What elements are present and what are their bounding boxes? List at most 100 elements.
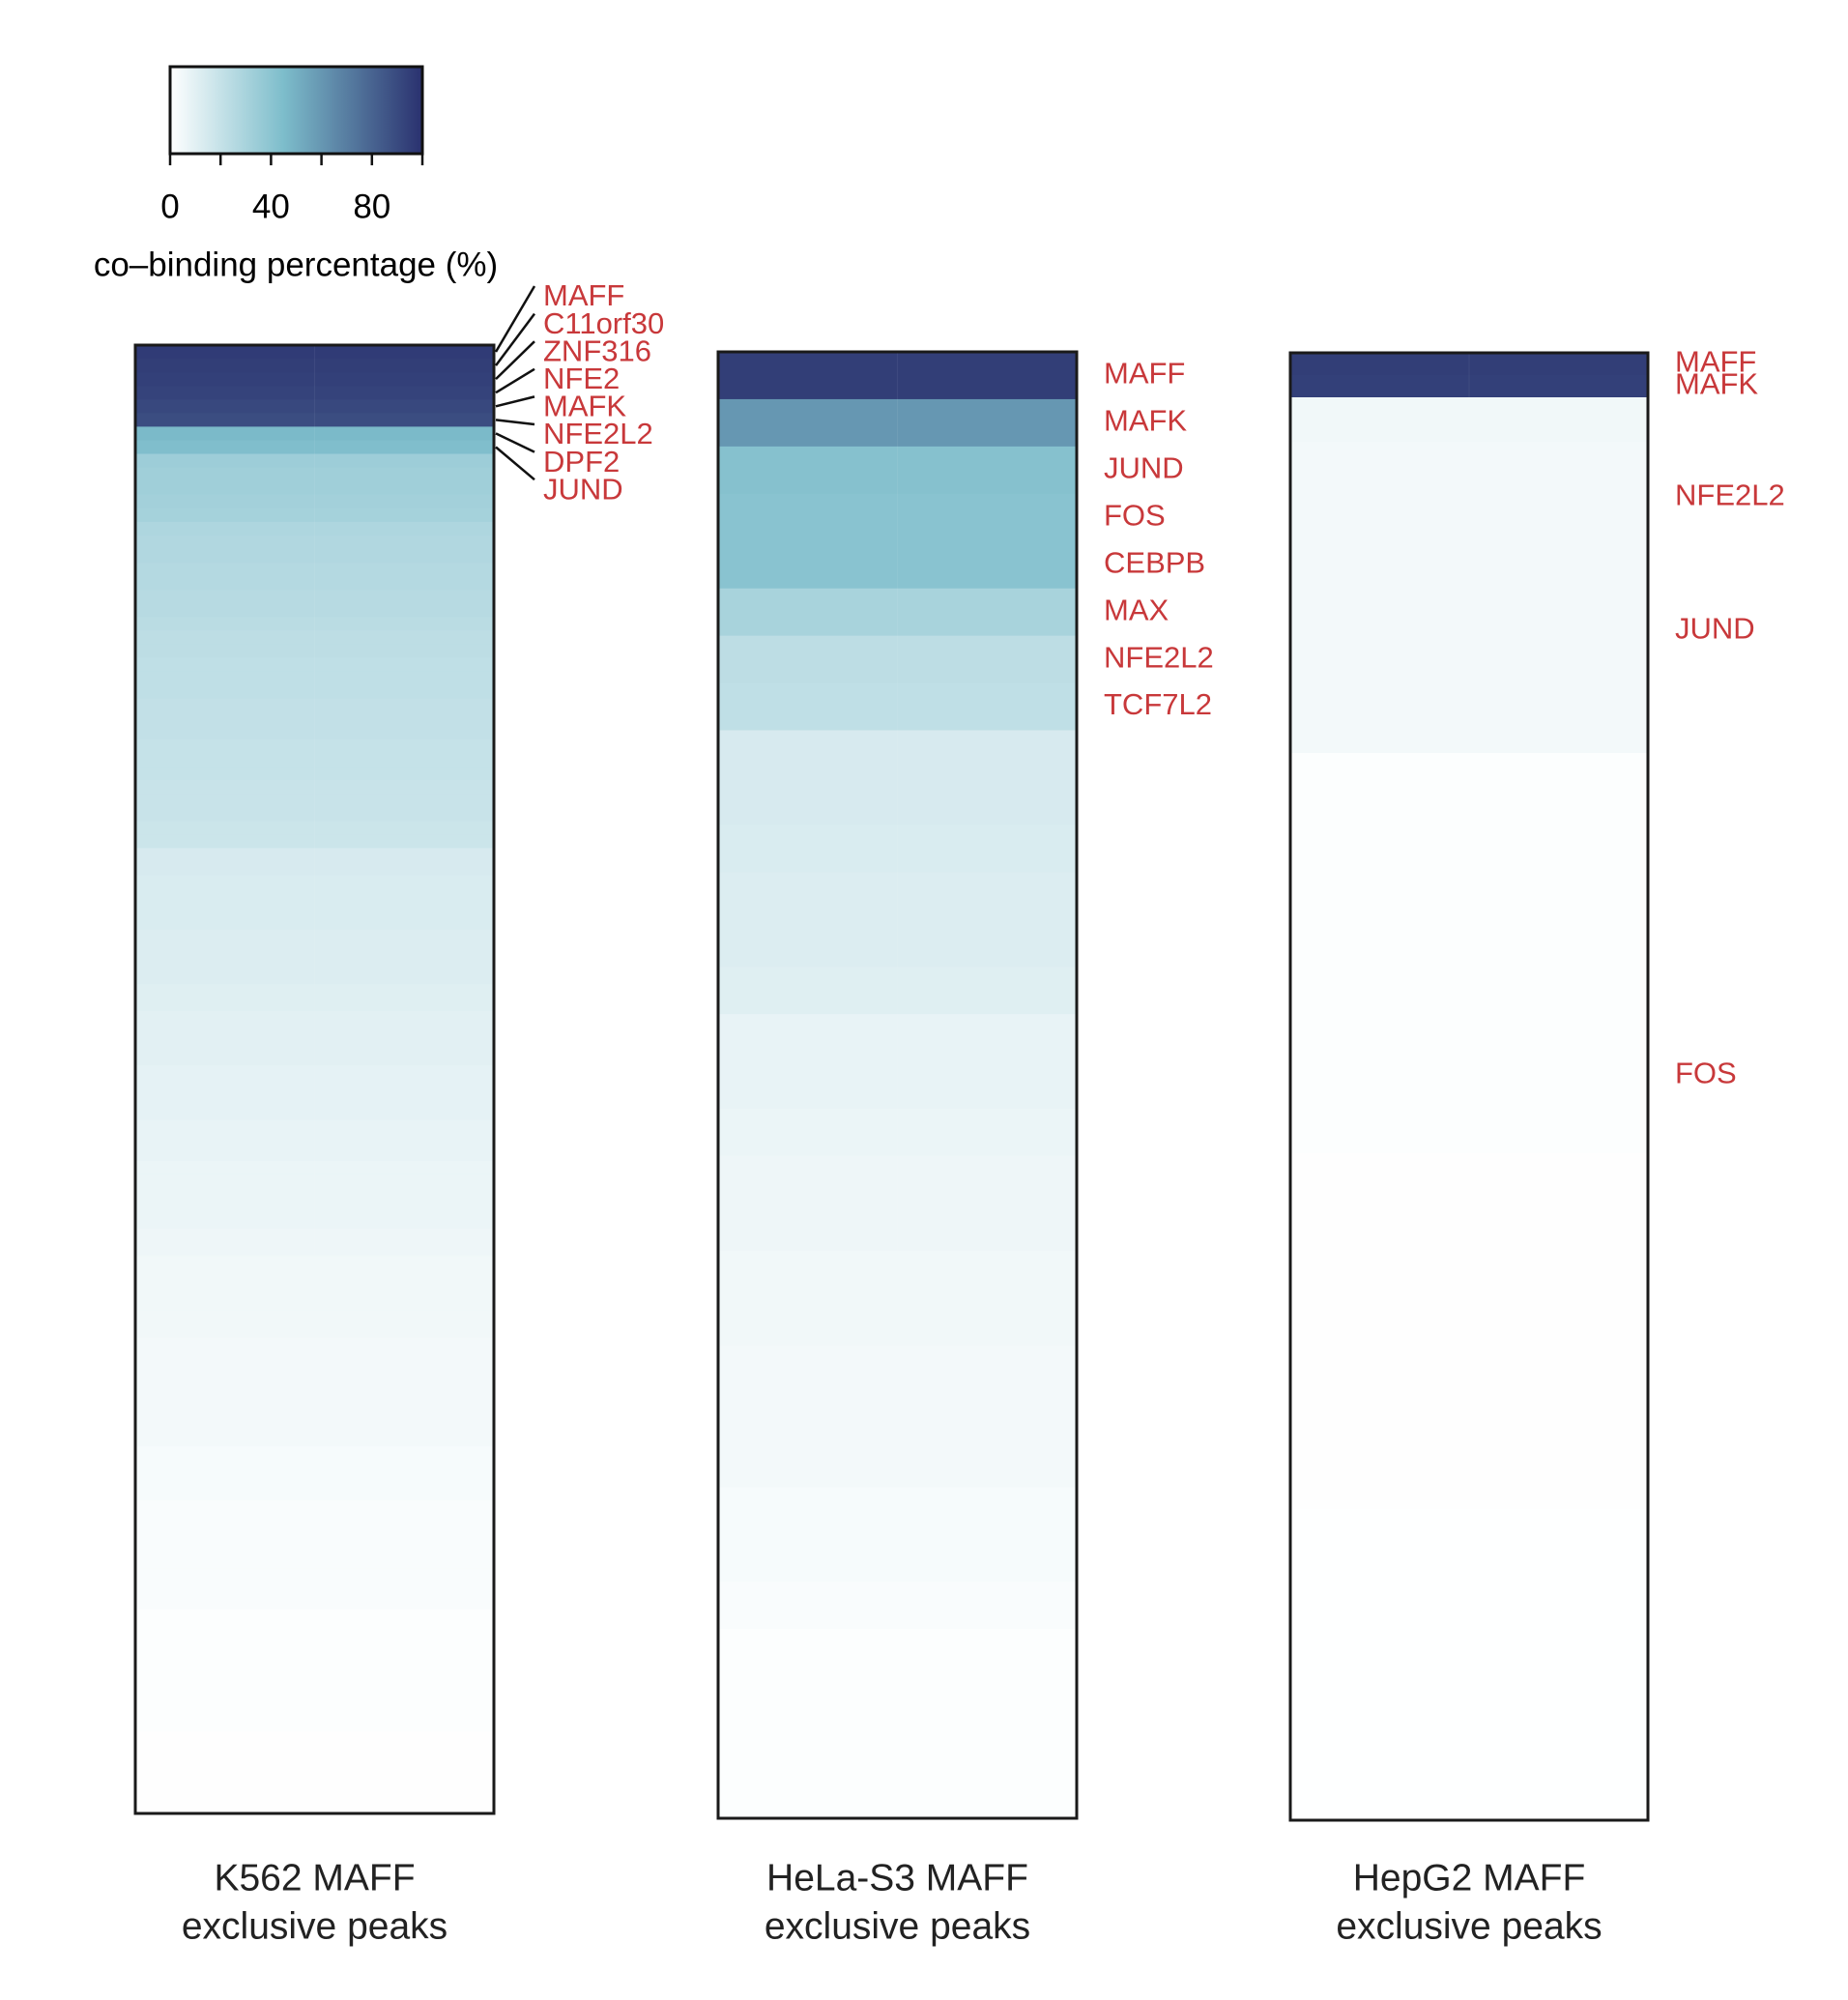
- heatmap-cell: [135, 1406, 494, 1420]
- leader-line: [495, 340, 535, 381]
- heatmap-cell: [1290, 998, 1648, 1021]
- heatmap-cell: [718, 872, 1077, 920]
- heatmap-cell: [718, 825, 1077, 873]
- heatmap-cell: [1290, 975, 1648, 999]
- heatmap-cell: [1290, 1220, 1648, 1243]
- heatmap-cell: [135, 956, 494, 971]
- heatmap-cell: [1290, 508, 1648, 532]
- heatmap-cell: [1290, 1531, 1648, 1554]
- heatmap-cell: [135, 399, 494, 414]
- heatmap-cell: [135, 507, 494, 523]
- heatmap-cell: [135, 1092, 494, 1108]
- row-label: FOS: [1675, 1057, 1737, 1090]
- heatmap-cell: [135, 467, 494, 482]
- heatmap-cell: [135, 426, 494, 442]
- heatmap-cell: [1290, 1576, 1648, 1599]
- heatmap-cell: [1290, 709, 1648, 732]
- heatmap-cell: [1290, 553, 1648, 576]
- heatmap-cell: [1290, 642, 1648, 665]
- heatmap-cell: [135, 1500, 494, 1516]
- heatmap-cell: [135, 1160, 494, 1175]
- leader-line: [495, 367, 535, 394]
- row-label: MAFK: [1675, 367, 1758, 401]
- heatmap-cell: [135, 821, 494, 835]
- heatmap-cell: [135, 1650, 494, 1665]
- heatmap-cell: [1290, 1264, 1648, 1288]
- heatmap-cell: [135, 752, 494, 768]
- heatmap-cell: [135, 563, 494, 577]
- heatmap-cell: [135, 1269, 494, 1285]
- panel-title: exclusive peaks: [765, 1905, 1030, 1947]
- heatmap-cell: [135, 1446, 494, 1461]
- heatmap-cell: [718, 635, 1077, 684]
- heatmap-cell: [135, 888, 494, 904]
- heatmap-cell: [718, 1724, 1077, 1772]
- heatmap-cell: [135, 1106, 494, 1121]
- heatmap-cell: [1290, 1331, 1648, 1354]
- heatmap-cell: [135, 942, 494, 958]
- heatmap-cell: [135, 359, 494, 373]
- row-label: JUND: [1104, 451, 1184, 485]
- heatmap-cell: [135, 1772, 494, 1787]
- row-label: C11orf30: [543, 306, 664, 340]
- panel-frame: [1288, 351, 1650, 1822]
- heatmap-cell: [718, 1439, 1077, 1489]
- heatmap-cell: [1290, 953, 1648, 976]
- heatmap-cell: [1290, 531, 1648, 554]
- heatmap-cell: [135, 453, 494, 469]
- heatmap-cell: [135, 1146, 494, 1162]
- heatmap-cell: [1290, 1064, 1648, 1087]
- heatmap-cell: [1290, 1420, 1648, 1443]
- heatmap-cell: [135, 1677, 494, 1693]
- heatmap-cell: [135, 671, 494, 686]
- heatmap-cell: [135, 915, 494, 931]
- leader-line: [495, 419, 535, 426]
- heatmap-cell: [1290, 1665, 1648, 1688]
- panel-title: exclusive peaks: [182, 1905, 448, 1947]
- heatmap-cell: [718, 1250, 1077, 1299]
- heatmap-cell: [135, 1377, 494, 1393]
- leader-line: [495, 432, 535, 453]
- heatmap-cell: [1290, 1798, 1648, 1821]
- heatmap-cell: [135, 1364, 494, 1379]
- heatmap-cell: [135, 1473, 494, 1489]
- heatmap-cell: [718, 967, 1077, 1015]
- heatmap-cell: [135, 834, 494, 849]
- heatmap-cell: [135, 767, 494, 781]
- heatmap-cell: [135, 372, 494, 387]
- heatmap-cell: [1290, 1509, 1648, 1532]
- heatmap-cell: [1290, 1687, 1648, 1710]
- heatmap-cell: [135, 1581, 494, 1597]
- heatmap-cell: [135, 657, 494, 673]
- heatmap-cell: [1290, 842, 1648, 865]
- colorbar: [168, 65, 424, 156]
- colorbar-label: co–binding percentage (%): [94, 246, 498, 283]
- heatmap-cell: [135, 644, 494, 659]
- heatmap-cell: [1290, 1109, 1648, 1132]
- leader-line: [495, 395, 535, 408]
- heatmap-cell: [135, 1568, 494, 1583]
- heatmap-cell: [1290, 597, 1648, 621]
- heatmap-cell: [1290, 1442, 1648, 1465]
- heatmap-cell: [1290, 1754, 1648, 1777]
- heatmap-cell: [135, 1433, 494, 1447]
- heatmap-cell: [135, 984, 494, 999]
- heatmap-cell: [135, 1637, 494, 1651]
- heatmap-cell: [1290, 1398, 1648, 1421]
- heatmap-cell: [135, 1011, 494, 1026]
- row-label: TCF7L2: [1104, 687, 1212, 721]
- row-label: MAX: [1104, 593, 1169, 626]
- heatmap-cell: [1290, 1642, 1648, 1666]
- heatmap-cell: [718, 540, 1077, 590]
- heatmap-cell: [135, 807, 494, 822]
- heatmap-cell: [718, 1203, 1077, 1252]
- heatmap-cell: [135, 548, 494, 564]
- colorbar-tick-label: 80: [353, 188, 390, 225]
- heatmap-cell: [135, 1256, 494, 1271]
- heatmap-cell: [135, 345, 494, 360]
- heatmap-cell: [1290, 1198, 1648, 1221]
- heatmap-cell: [1290, 1598, 1648, 1621]
- heatmap-cell: [135, 1718, 494, 1733]
- heatmap-cell: [135, 1310, 494, 1325]
- heatmap-cell: [135, 494, 494, 509]
